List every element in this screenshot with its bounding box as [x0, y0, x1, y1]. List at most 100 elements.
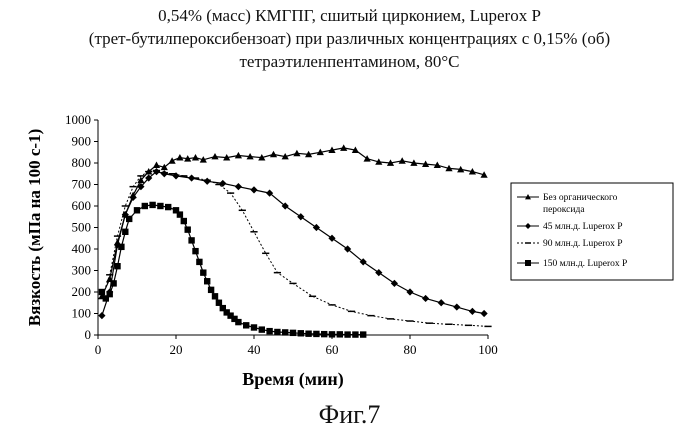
- x-tick-label: 100: [478, 342, 498, 357]
- series-1-point: [293, 149, 301, 157]
- series-4-point: [110, 280, 117, 287]
- series-2-point: [312, 223, 320, 232]
- series-2: [98, 168, 488, 320]
- series-4-point: [102, 295, 109, 302]
- series-2-point: [344, 245, 352, 253]
- legend-marker: [525, 194, 531, 200]
- series-1-point: [480, 171, 488, 178]
- series-4-point: [227, 312, 234, 319]
- title-line-2: (трет-бутилпероксибензоат) при различных…: [88, 29, 611, 48]
- series-4-point: [200, 269, 207, 276]
- chart-axes: 0 100 200 300 400 500 600 700 800 900 1000 0 20 40 60 8…: [25, 112, 498, 390]
- series-2-point: [390, 279, 398, 287]
- series-1-point: [152, 161, 161, 169]
- series-4-point: [235, 318, 242, 326]
- series-1-point: [160, 163, 168, 171]
- series-1-point: [211, 152, 219, 160]
- series-4-point: [266, 327, 273, 335]
- y-tick-label: 300: [72, 263, 92, 278]
- series-1-point: [176, 154, 184, 161]
- series-2-point: [129, 193, 137, 201]
- series-2-point: [281, 202, 289, 210]
- series-1-point: [433, 161, 441, 169]
- series-4-point: [122, 228, 129, 235]
- series-1-point: [316, 148, 324, 156]
- series-2-point: [437, 299, 445, 307]
- series-4-point: [192, 247, 199, 255]
- series-4-point: [250, 324, 258, 331]
- y-tick-label: 1000: [65, 112, 91, 127]
- figure-caption: Фиг.7: [318, 400, 381, 429]
- series-2-point: [250, 186, 258, 194]
- series-1-point: [246, 152, 254, 160]
- series-1-point: [340, 144, 348, 151]
- series-4-point: [211, 293, 219, 300]
- series-1-point: [363, 155, 371, 162]
- series-1-point: [468, 168, 476, 175]
- series-1-point: [281, 152, 289, 160]
- series-2-point: [160, 170, 168, 178]
- series-4-point: [328, 331, 336, 338]
- series-2-point: [234, 183, 242, 191]
- series-4-point: [126, 215, 133, 223]
- series-4-point: [258, 326, 265, 333]
- y-tick-label: 100: [72, 306, 92, 321]
- series-1-point: [184, 155, 192, 162]
- x-tick-label: 40: [248, 342, 261, 357]
- series-4-point: [141, 202, 148, 210]
- series-2-point: [266, 189, 274, 197]
- series-4-point: [336, 331, 343, 338]
- series-2-line: [101, 170, 485, 316]
- y-tick-label: 500: [72, 220, 92, 235]
- series-4-point: [204, 278, 211, 285]
- series-2-point: [188, 174, 196, 182]
- y-axis-label: Вязкость (мПа на 100 с-1): [25, 129, 44, 326]
- y-tick-label: 900: [72, 134, 92, 149]
- series-4-point: [98, 288, 106, 296]
- y-tick-label: 800: [72, 155, 92, 170]
- legend-label: Без органического: [543, 193, 618, 203]
- series-1-point: [410, 159, 418, 166]
- series-1-point: [422, 160, 430, 167]
- series-1-point: [457, 165, 465, 173]
- legend-label: 45 млн.д. Luperox P: [543, 222, 623, 232]
- y-tick-label: 0: [85, 327, 92, 342]
- series-4-point: [149, 201, 156, 209]
- series-2-point: [468, 307, 476, 315]
- series-2-point: [98, 312, 106, 320]
- series-2-point: [328, 234, 336, 242]
- series-4-point: [196, 258, 203, 266]
- series-4-point: [114, 263, 121, 270]
- series-1-point: [305, 150, 313, 158]
- series-1-point: [168, 157, 176, 164]
- series-4-point: [352, 331, 359, 338]
- chart-title: 0,54% (масс) КМГПГ, сшитый цирконием, Lu…: [0, 4, 699, 73]
- series-2-point: [145, 174, 153, 182]
- series-2-point: [422, 294, 430, 303]
- series-1-point: [375, 158, 383, 165]
- series-4-point: [223, 309, 230, 316]
- chart-legend: Без органического пероксида 45 млн.д. Lupe…: [510, 182, 674, 281]
- series-4-point: [297, 330, 304, 337]
- y-tick-label: 600: [72, 198, 92, 213]
- series-1-point: [328, 146, 336, 153]
- x-tick-label: 20: [170, 342, 183, 357]
- series-4-point: [165, 203, 172, 211]
- series-4-point: [106, 290, 113, 298]
- series-4-point: [313, 330, 320, 338]
- y-tick-label: 400: [72, 241, 92, 256]
- series-2-point: [137, 183, 145, 191]
- series-4-point: [289, 329, 297, 337]
- legend-label: 150 млн.д. Luperox P: [543, 259, 627, 269]
- series-4-line: [101, 204, 364, 336]
- title-line-1: 0,54% (масс) КМГПГ, сшитый цирконием, Lu…: [158, 6, 541, 25]
- series-4-point: [274, 328, 281, 336]
- series-3-line: [101, 169, 489, 327]
- legend-box: [510, 182, 674, 281]
- series-4-point: [321, 330, 328, 338]
- series-2-point: [480, 309, 488, 318]
- series-1-point: [269, 150, 278, 158]
- series-4-point: [219, 304, 226, 312]
- series-4-point: [360, 331, 367, 338]
- legend-label: 90 млн.д. Luperox P: [543, 239, 623, 249]
